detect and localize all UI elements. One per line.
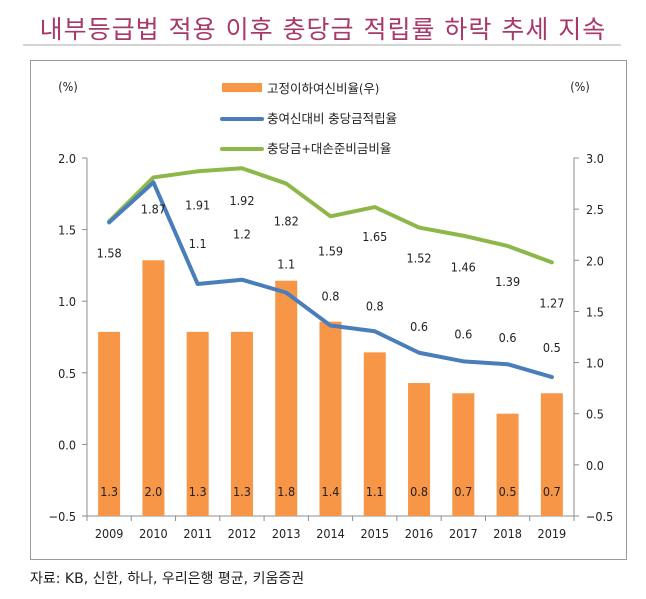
blue-data-label: 0.6 — [499, 330, 517, 345]
bar-2009 — [98, 331, 121, 516]
right-axis-tick-label: 2.5 — [586, 202, 604, 217]
green-data-label: 1.39 — [495, 274, 520, 289]
right-axis-tick-label: −0.5 — [586, 509, 613, 524]
bar-2012 — [230, 331, 253, 516]
blue-data-label: 0.8 — [366, 298, 384, 313]
x-axis-tick-label: 2014 — [316, 526, 345, 541]
green-data-label: 1.92 — [229, 193, 254, 208]
bar-data-label: 1.1 — [366, 484, 384, 499]
left-axis-tick-label: 0.0 — [58, 437, 76, 452]
legend-label-green: 충당금+대손준비금비율 — [267, 141, 391, 156]
blue-data-label: 0.5 — [543, 340, 561, 355]
right-axis-unit: (%) — [570, 79, 589, 94]
legend-label-bar: 고정이하여신비율(우) — [267, 81, 379, 96]
blue-data-label: 0.8 — [322, 289, 340, 304]
green-data-label: 1.65 — [362, 229, 387, 244]
bar-data-label: 1.3 — [100, 484, 118, 499]
blue-data-label: 0.6 — [410, 319, 428, 334]
x-axis-tick-label: 2019 — [538, 526, 567, 541]
x-axis-tick-label: 2009 — [95, 526, 124, 541]
green-data-label: 1.58 — [97, 245, 122, 260]
right-axis-tick-label: 2.0 — [586, 253, 604, 268]
bar-2010 — [142, 260, 165, 516]
bar-2017 — [452, 393, 475, 516]
bar-data-label: 0.5 — [499, 484, 517, 499]
left-axis-tick-label: 2.0 — [58, 151, 76, 166]
bar-data-label: 1.8 — [277, 484, 295, 499]
blue-data-label: 1.1 — [277, 257, 295, 272]
bar-2014 — [319, 321, 342, 516]
x-axis-tick-label: 2010 — [139, 526, 168, 541]
green-data-label: 1.59 — [318, 243, 343, 258]
right-axis-tick-label: 1.5 — [586, 304, 604, 319]
blue-data-label: 1.1 — [189, 236, 207, 251]
x-axis-tick-label: 2018 — [493, 526, 522, 541]
green-data-label: 1.91 — [185, 197, 210, 212]
legend-label-blue: 충여신대비 충당금적립율 — [267, 111, 397, 126]
left-axis-tick-label: 0.5 — [58, 366, 76, 381]
green-data-label: 1.27 — [539, 295, 564, 310]
right-axis-tick-label: 0.5 — [586, 407, 604, 422]
bar-2018 — [496, 413, 519, 516]
left-axis-tick-label: −0.5 — [49, 509, 76, 524]
right-axis-tick-label: 0.0 — [586, 458, 604, 473]
left-axis-tick-label: 1.5 — [58, 223, 76, 238]
source-note: 자료: KB, 신한, 하나, 우리은행 평균, 키움증권 — [30, 571, 305, 587]
green-data-label: 1.87 — [141, 201, 166, 216]
x-axis-tick-label: 2011 — [183, 526, 212, 541]
x-axis-tick-label: 2015 — [360, 526, 389, 541]
legend-swatch-bar — [222, 83, 262, 92]
bar-2016 — [408, 383, 431, 516]
blue-data-label: 1.2 — [233, 227, 251, 242]
bar-2015 — [363, 352, 386, 516]
bar-2011 — [186, 331, 209, 516]
bar-data-label: 1.4 — [322, 484, 340, 499]
x-axis-tick-label: 2017 — [449, 526, 478, 541]
right-axis-tick-label: 3.0 — [586, 151, 604, 166]
bar-2019 — [540, 393, 563, 516]
left-axis-unit: (%) — [58, 79, 77, 94]
green-data-label: 1.46 — [451, 260, 476, 275]
bar-data-label: 0.7 — [454, 484, 472, 499]
bar-data-label: 1.3 — [233, 484, 251, 499]
chart-title: 내부등급법 적용 이후 충당금 적립률 하락 추세 지속 — [39, 15, 607, 44]
green-data-label: 1.82 — [274, 214, 299, 229]
bar-data-label: 0.8 — [410, 484, 428, 499]
right-axis-tick-label: 1.0 — [586, 356, 604, 371]
bar-data-label: 1.3 — [189, 484, 207, 499]
bar-2013 — [275, 280, 298, 516]
bar-data-label: 2.0 — [144, 484, 162, 499]
x-axis-tick-label: 2013 — [272, 526, 301, 541]
left-axis-tick-label: 1.0 — [58, 294, 76, 309]
green-data-label: 1.52 — [407, 251, 432, 266]
bar-data-label: 0.7 — [543, 484, 561, 499]
x-axis-tick-label: 2016 — [405, 526, 434, 541]
blue-data-label: 0.6 — [454, 326, 472, 341]
chart-frame — [30, 60, 627, 560]
x-axis-tick-label: 2012 — [228, 526, 257, 541]
